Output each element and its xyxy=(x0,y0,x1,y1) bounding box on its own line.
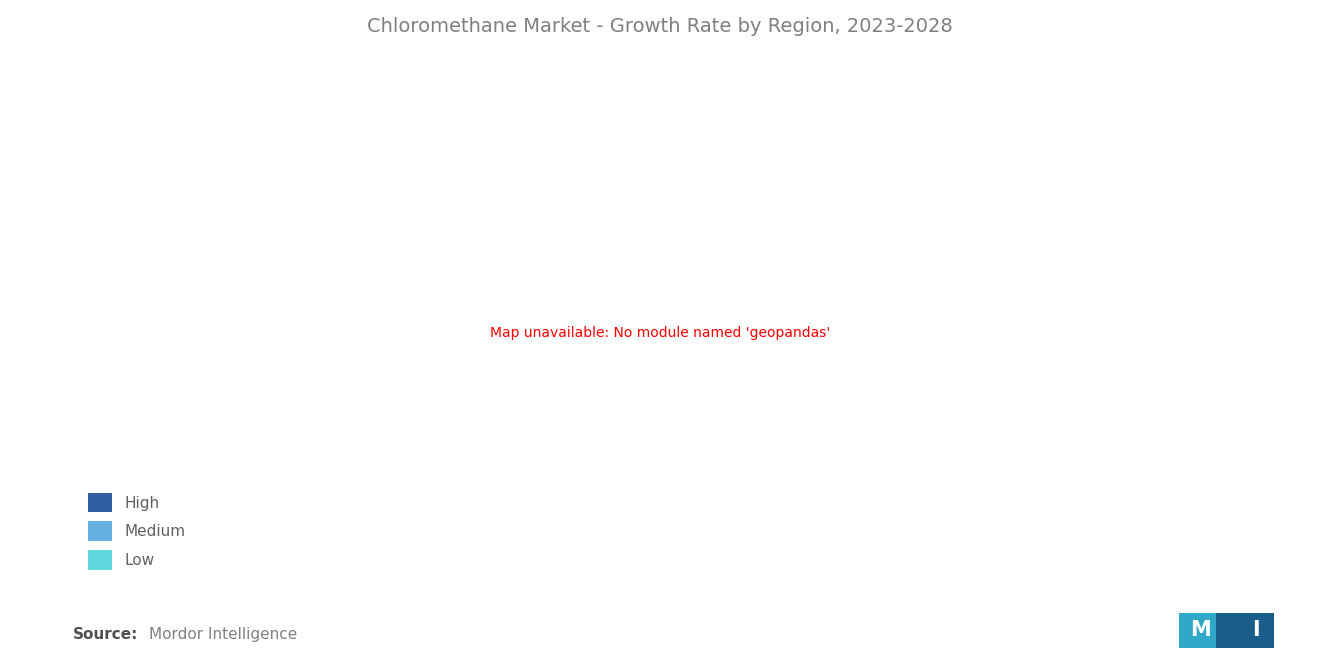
Legend: High, Medium, Low: High, Medium, Low xyxy=(81,485,193,578)
Text: Source:: Source: xyxy=(73,626,139,642)
Text: Map unavailable: No module named 'geopandas': Map unavailable: No module named 'geopan… xyxy=(490,325,830,340)
Bar xyxy=(1179,612,1226,648)
Text: Mordor Intelligence: Mordor Intelligence xyxy=(149,626,297,642)
Bar xyxy=(1216,612,1274,648)
Text: M: M xyxy=(1191,620,1210,640)
Text: I: I xyxy=(1253,620,1259,640)
Text: Chloromethane Market - Growth Rate by Region, 2023-2028: Chloromethane Market - Growth Rate by Re… xyxy=(367,17,953,36)
